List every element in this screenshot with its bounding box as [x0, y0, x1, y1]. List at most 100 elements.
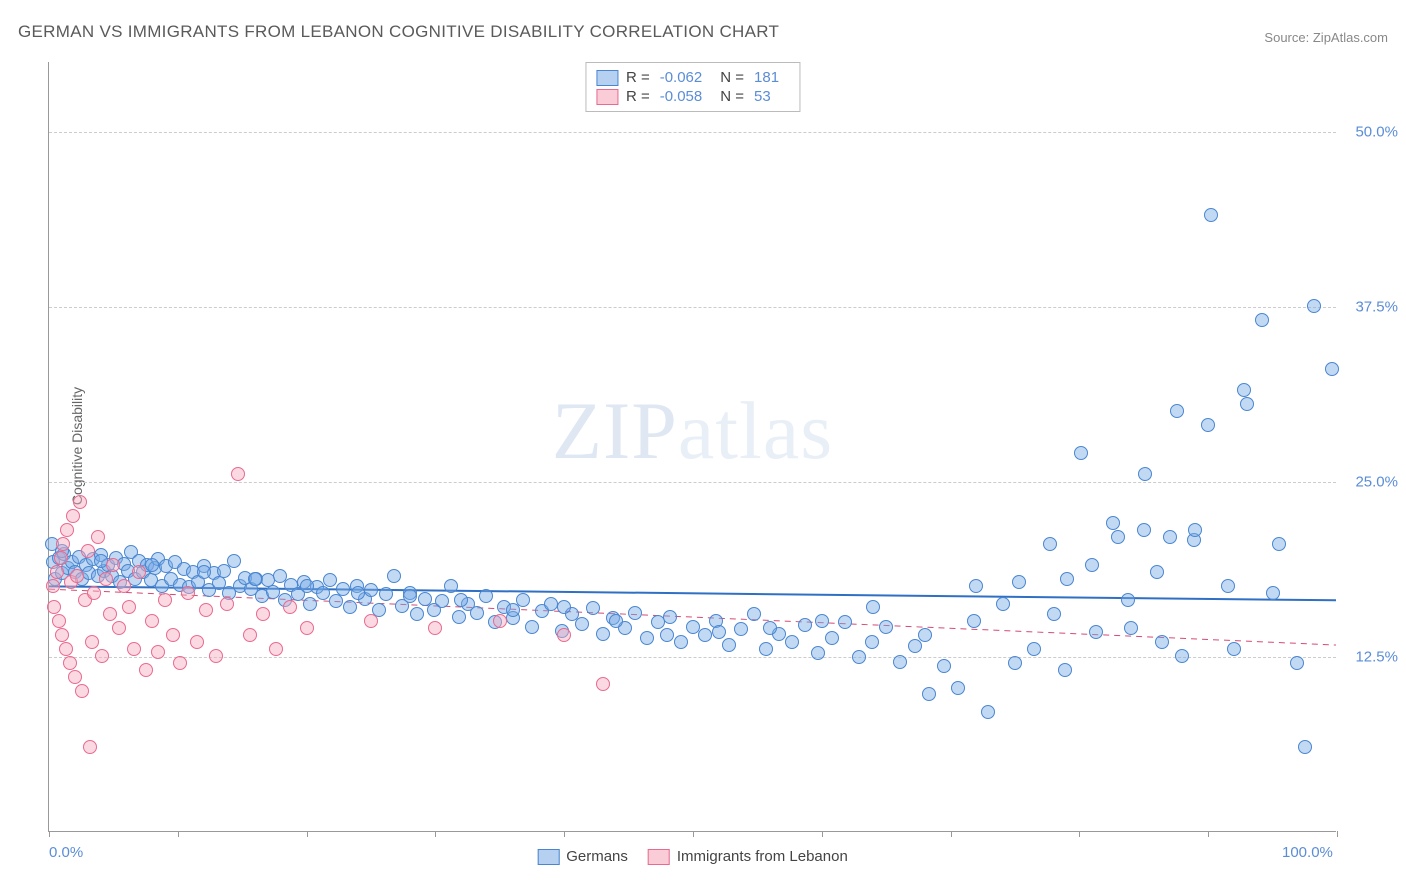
data-point	[231, 467, 245, 481]
data-point	[173, 656, 187, 670]
source-link[interactable]: ZipAtlas.com	[1313, 30, 1388, 45]
data-point	[969, 579, 983, 593]
y-tick-label: 37.5%	[1355, 299, 1398, 316]
data-point	[557, 628, 571, 642]
data-point	[557, 600, 571, 614]
data-point	[734, 622, 748, 636]
data-point	[922, 687, 936, 701]
data-point	[68, 670, 82, 684]
data-point	[199, 603, 213, 617]
x-tick	[822, 831, 823, 837]
data-point	[343, 600, 357, 614]
data-point	[1201, 418, 1215, 432]
data-point	[866, 600, 880, 614]
data-point	[1155, 635, 1169, 649]
data-point	[87, 586, 101, 600]
data-point	[525, 620, 539, 634]
data-point	[1298, 740, 1312, 754]
series-legend: Germans Immigrants from Lebanon	[537, 848, 848, 865]
data-point	[454, 593, 468, 607]
data-point	[227, 554, 241, 568]
data-point	[747, 607, 761, 621]
data-point	[479, 589, 493, 603]
data-point	[1266, 586, 1280, 600]
r-value-germans: -0.062	[660, 69, 703, 86]
data-point	[316, 586, 330, 600]
data-point	[596, 627, 610, 641]
data-point	[46, 579, 60, 593]
data-point	[1111, 530, 1125, 544]
data-point	[663, 610, 677, 624]
x-tick	[693, 831, 694, 837]
data-point	[674, 635, 688, 649]
data-point	[66, 509, 80, 523]
data-point	[166, 628, 180, 642]
data-point	[248, 572, 262, 586]
data-point	[575, 617, 589, 631]
data-point	[112, 621, 126, 635]
data-point	[403, 589, 417, 603]
data-point	[181, 586, 195, 600]
data-point	[220, 597, 234, 611]
data-point	[410, 607, 424, 621]
data-point	[1012, 575, 1026, 589]
gridline-h	[49, 307, 1336, 308]
x-tick	[435, 831, 436, 837]
scatter-plot-area: ZIPatlas R = -0.062 N = 181 R = -0.058 N…	[48, 62, 1336, 832]
data-point	[91, 530, 105, 544]
data-point	[586, 601, 600, 615]
data-point	[811, 646, 825, 660]
data-point	[428, 621, 442, 635]
data-point	[1138, 467, 1152, 481]
data-point	[1121, 593, 1135, 607]
data-point	[70, 569, 84, 583]
data-point	[1124, 621, 1138, 635]
y-tick-label: 25.0%	[1355, 474, 1398, 491]
data-point	[243, 628, 257, 642]
watermark: ZIPatlas	[552, 384, 833, 478]
data-point	[269, 642, 283, 656]
gridline-h	[49, 482, 1336, 483]
x-tick-label: 100.0%	[1282, 844, 1333, 861]
x-tick	[49, 831, 50, 837]
x-tick	[951, 831, 952, 837]
swatch-blue-icon	[537, 849, 559, 865]
data-point	[387, 569, 401, 583]
data-point	[127, 642, 141, 656]
swatch-pink-icon	[596, 89, 618, 105]
data-point	[83, 740, 97, 754]
data-point	[506, 603, 520, 617]
data-point	[967, 614, 981, 628]
data-point	[937, 659, 951, 673]
data-point	[825, 631, 839, 645]
data-point	[336, 582, 350, 596]
data-point	[145, 614, 159, 628]
data-point	[73, 495, 87, 509]
data-point	[1137, 523, 1151, 537]
x-tick	[564, 831, 565, 837]
data-point	[103, 607, 117, 621]
data-point	[351, 586, 365, 600]
data-point	[60, 523, 74, 537]
data-point	[1227, 642, 1241, 656]
x-tick	[1337, 831, 1338, 837]
source-label: Source:	[1264, 30, 1309, 45]
legend-row-lebanon: R = -0.058 N = 53	[596, 87, 789, 106]
x-tick	[178, 831, 179, 837]
data-point	[1008, 656, 1022, 670]
data-point	[660, 628, 674, 642]
data-point	[1204, 208, 1218, 222]
data-point	[364, 614, 378, 628]
data-point	[1150, 565, 1164, 579]
data-point	[908, 639, 922, 653]
data-point	[722, 638, 736, 652]
data-point	[1237, 383, 1251, 397]
data-point	[1272, 537, 1286, 551]
data-point	[145, 558, 159, 572]
y-tick-label: 50.0%	[1355, 124, 1398, 141]
data-point	[1058, 663, 1072, 677]
y-tick-label: 12.5%	[1355, 649, 1398, 666]
x-tick	[1208, 831, 1209, 837]
data-point	[50, 565, 64, 579]
data-point	[609, 614, 623, 628]
